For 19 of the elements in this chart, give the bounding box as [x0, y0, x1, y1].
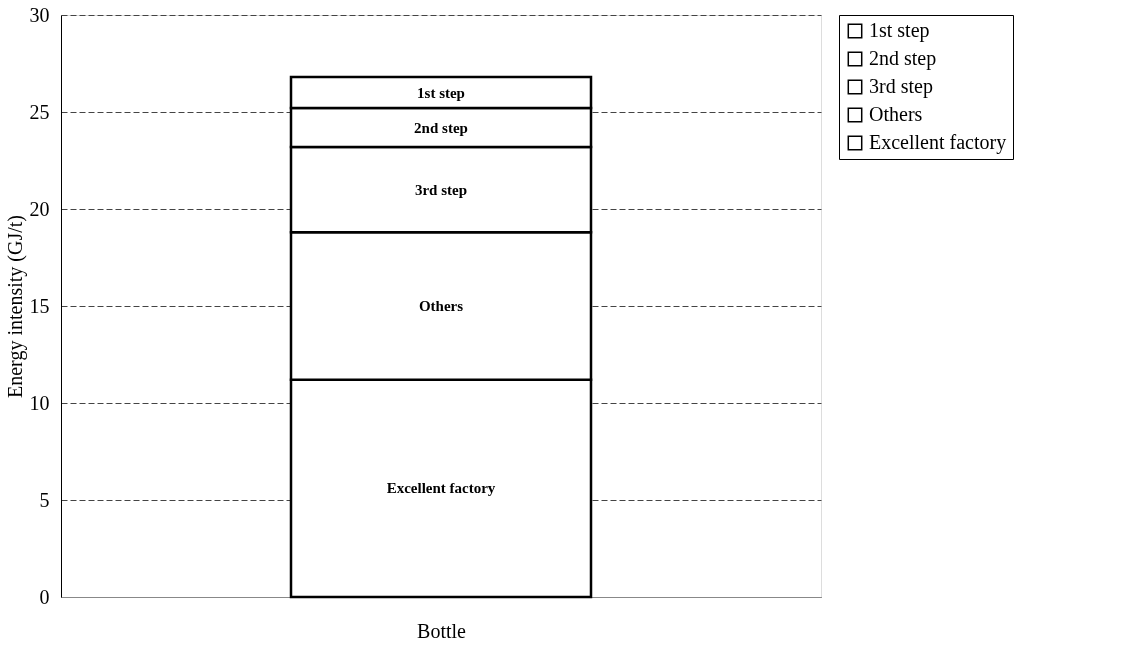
legend-label: 1st step	[869, 19, 930, 42]
y-tick-label: 25	[29, 100, 50, 123]
y-tick-label: 20	[29, 197, 50, 220]
text: 3rd step	[414, 181, 468, 198]
y-tick-label: 0	[39, 585, 50, 608]
text: Excellent factory	[386, 480, 496, 497]
y-tick-label: 30	[29, 3, 50, 26]
text: 1st step	[417, 84, 465, 101]
legend-label: 2nd step	[869, 47, 937, 70]
legend-label: 3rd step	[869, 75, 933, 98]
y-tick-label: 15	[29, 294, 50, 317]
legend-label: Others	[869, 103, 923, 125]
y-axis-title: Energy intensity (GJ/t)	[3, 215, 27, 398]
legend-label: Excellent factory	[869, 131, 1007, 154]
x-tick-label: Bottle	[417, 619, 467, 642]
y-tick-label: 5	[39, 488, 50, 511]
text: Others	[418, 298, 464, 314]
text: 2nd step	[414, 119, 468, 136]
y-tick-label: 10	[29, 391, 50, 414]
